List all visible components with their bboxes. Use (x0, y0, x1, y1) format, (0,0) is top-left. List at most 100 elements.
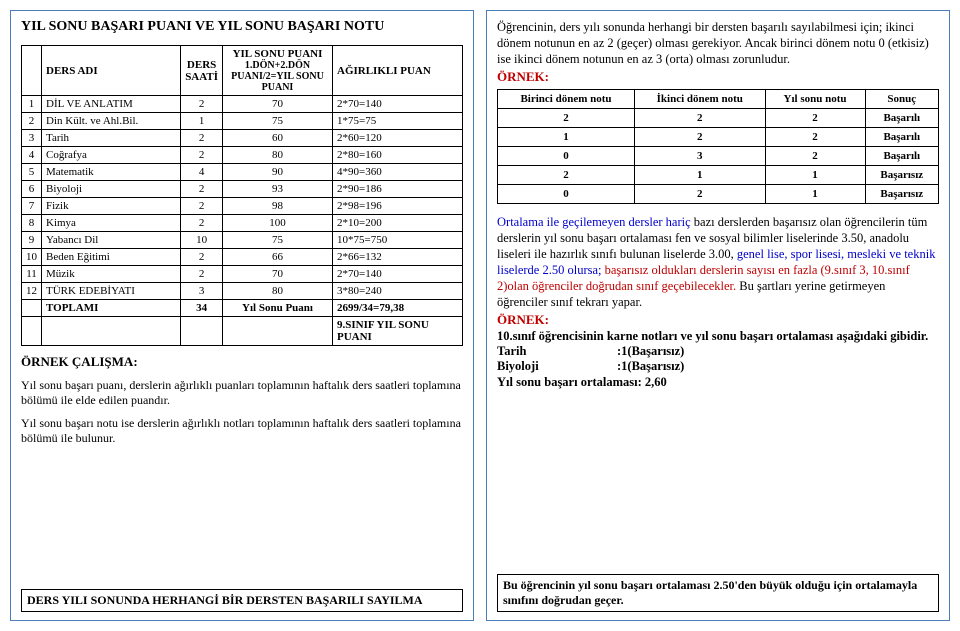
cell-puan: 66 (223, 249, 333, 266)
cell-puan: 80 (223, 147, 333, 164)
cell-agir: 2*10=200 (333, 215, 463, 232)
line-tarih-val: :1(Başarısız) (617, 344, 684, 359)
cell-idx: 5 (22, 164, 42, 181)
line-tarih: Tarih :1(Başarısız) (497, 344, 939, 359)
line-biyoloji-label: Biyoloji (497, 359, 577, 374)
table-row: 1DİL VE ANLATIM2702*70=140 (22, 96, 463, 113)
cell-agir: 2*80=160 (333, 147, 463, 164)
cell-puan: 75 (223, 232, 333, 249)
cell-puan: 90 (223, 164, 333, 181)
table-row: 122Başarılı (498, 128, 939, 147)
line-biyoloji-val: :1(Başarısız) (617, 359, 684, 374)
left-footer-box: DERS YILI SONUNDA HERHANGİ BİR DERSTEN B… (21, 589, 463, 612)
left-para-1: Yıl sonu başarı puanı, derslerin ağırlık… (21, 378, 463, 408)
cell-ad: Biyoloji (42, 181, 181, 198)
right-panel: Öğrencinin, ders yılı sonunda herhangi b… (486, 10, 950, 621)
cell-puan: 100 (223, 215, 333, 232)
cell-puan: 70 (223, 96, 333, 113)
cell-saat: 10 (181, 232, 223, 249)
cell-idx: 3 (22, 130, 42, 147)
cell-saat: 2 (181, 215, 223, 232)
ornek-heading-1: ÖRNEK: (497, 69, 939, 85)
cell-saat: 1 (181, 113, 223, 130)
cell-idx: 8 (22, 215, 42, 232)
cell-idx: 10 (22, 249, 42, 266)
line-biyoloji: Biyoloji :1(Başarısız) (497, 359, 939, 374)
cell-ad: Beden Eğitimi (42, 249, 181, 266)
table-row: 032Başarılı (498, 147, 939, 166)
cell-b: 0 (498, 185, 635, 204)
cell-ad: Coğrafya (42, 147, 181, 164)
cell-final: 9.SINIF YIL SONU PUANI (333, 317, 463, 346)
cell-i: 3 (634, 147, 765, 166)
cell-i: 1 (634, 166, 765, 185)
line-tarih-label: Tarih (497, 344, 577, 359)
col-birinci: Birinci dönem notu (498, 90, 635, 109)
right-footer-box: Bu öğrencinin yıl sonu başarı ortalaması… (497, 574, 939, 612)
cell-idx: 7 (22, 198, 42, 215)
cell-agir: 2*90=186 (333, 181, 463, 198)
cell-b: 0 (498, 147, 635, 166)
col-yilsonu: Yıl sonu notu (765, 90, 865, 109)
cell-puan: 70 (223, 266, 333, 283)
grades-table: DERS ADI DERS SAATİ YIL SONU PUANI 1.DÖN… (21, 45, 463, 346)
cell-idx: 2 (22, 113, 42, 130)
table-row: 2Din Kült. ve Ahl.Bil.1751*75=75 (22, 113, 463, 130)
cell-i: 2 (634, 109, 765, 128)
col-index (22, 46, 42, 96)
table-row: 9Yabancı Dil107510*75=750 (22, 232, 463, 249)
ornek-heading-2: ÖRNEK: (497, 312, 939, 328)
cell-idx: 11 (22, 266, 42, 283)
cell-total-agir: 2699/34=79,38 (333, 300, 463, 317)
col-ikinci: İkinci dönem notu (634, 90, 765, 109)
cell-idx: 9 (22, 232, 42, 249)
table-row: 3Tarih2602*60=120 (22, 130, 463, 147)
cell-s: Başarılı (865, 128, 938, 147)
cell-y: 2 (765, 109, 865, 128)
cell-b: 1 (498, 128, 635, 147)
result-table: Birinci dönem notu İkinci dönem notu Yıl… (497, 89, 939, 204)
col-puan: YIL SONU PUANI 1.DÖN+2.DÖN PUANI/2=YIL S… (223, 46, 333, 96)
cell-saat: 3 (181, 283, 223, 300)
table-row: 12TÜRK EDEBİYATI3803*80=240 (22, 283, 463, 300)
cell-idx: 1 (22, 96, 42, 113)
table-row: 10Beden Eğitimi2662*66=132 (22, 249, 463, 266)
col-puan-label: YIL SONU PUANI (227, 48, 328, 60)
cell-saat: 4 (181, 164, 223, 181)
cell-agir: 10*75=750 (333, 232, 463, 249)
table-row-final: 9.SINIF YIL SONU PUANI (22, 317, 463, 346)
cell-y: 1 (765, 166, 865, 185)
blue-text-1: Ortalama ile geçilemeyen dersler hariç (497, 215, 691, 229)
cell-puan: 80 (223, 283, 333, 300)
ornek-calisma-label: ÖRNEK ÇALIŞMA: (21, 354, 463, 370)
cell-agir: 2*70=140 (333, 96, 463, 113)
cell-puan: 93 (223, 181, 333, 198)
line-ort: Yıl sonu başarı ortalaması: 2,60 (497, 374, 939, 390)
cell-total-saat: 34 (181, 300, 223, 317)
right-intro: Öğrencinin, ders yılı sonunda herhangi b… (497, 19, 939, 67)
table-row: 4Coğrafya2802*80=160 (22, 147, 463, 164)
cell-puan: 98 (223, 198, 333, 215)
col-puan-sub: 1.DÖN+2.DÖN PUANI/2=YIL SONU PUANI (227, 60, 328, 93)
cell-ad: TÜRK EDEBİYATI (42, 283, 181, 300)
cell-b: 2 (498, 109, 635, 128)
col-saat: DERS SAATİ (181, 46, 223, 96)
col-sonuc: Sonuç (865, 90, 938, 109)
cell-ad: Kimya (42, 215, 181, 232)
right-explain: Ortalama ile geçilemeyen dersler hariç b… (497, 214, 939, 310)
cell-agir: 3*80=240 (333, 283, 463, 300)
cell-y: 1 (765, 185, 865, 204)
table-row: 7Fizik2982*98=196 (22, 198, 463, 215)
table-row-total: TOPLAMI34Yıl Sonu Puanı2699/34=79,38 (22, 300, 463, 317)
cell-saat: 2 (181, 181, 223, 198)
cell-y: 2 (765, 147, 865, 166)
cell-puan: 60 (223, 130, 333, 147)
cell-i: 2 (634, 128, 765, 147)
cell-saat: 2 (181, 96, 223, 113)
cell-s: Başarısız (865, 185, 938, 204)
cell-agir: 1*75=75 (333, 113, 463, 130)
left-para-2: Yıl sonu başarı notu ise derslerin ağırl… (21, 416, 463, 446)
cell-idx (22, 300, 42, 317)
cell-ad: Din Kült. ve Ahl.Bil. (42, 113, 181, 130)
table-row: 211Başarısız (498, 166, 939, 185)
